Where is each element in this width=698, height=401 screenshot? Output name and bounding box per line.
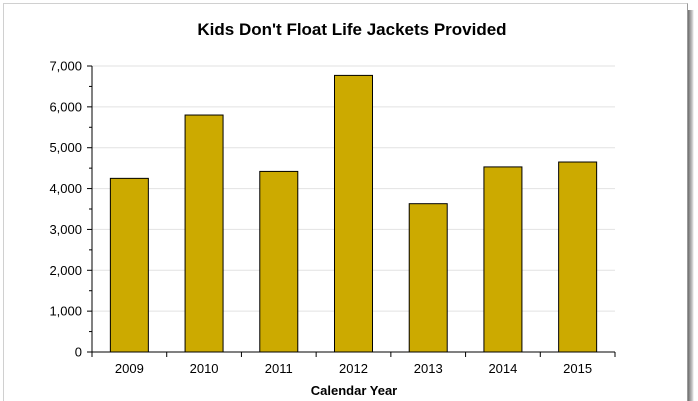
bar-2013: [408, 203, 448, 353]
chart-title: Kids Don't Float Life Jackets Provided: [197, 20, 506, 39]
x-axis-label: Calendar Year: [311, 383, 397, 398]
y-tick-label: 6,000: [49, 99, 82, 114]
y-tick-label: 7,000: [49, 59, 82, 74]
bar-2014: [483, 166, 523, 353]
y-tick-label: 4,000: [49, 181, 82, 196]
window-edge-shadow: [688, 10, 694, 401]
x-tick-label: 2010: [190, 361, 219, 376]
x-tick-label: 2015: [563, 361, 592, 376]
y-tick-label: 3,000: [49, 222, 82, 237]
x-tick-label: 2011: [265, 361, 293, 376]
bar-2009: [109, 177, 149, 353]
bar-2011: [259, 170, 299, 353]
bar-2010: [184, 114, 224, 353]
x-tick-label: 2013: [414, 361, 443, 376]
x-axis-ticks: 2009 2010 2011 2012 2013 2014 2015: [91, 352, 616, 376]
y-tick-label: 1,000: [49, 304, 82, 319]
bars: [109, 74, 598, 353]
x-tick-label: 2012: [339, 361, 368, 376]
y-tick-label: 5,000: [49, 140, 82, 155]
y-axis-ticks: 0 1,000 2,000 3,000 4,000 5,000 6,000 7,000: [49, 59, 92, 360]
y-tick-label: 2,000: [49, 263, 82, 278]
y-tick-label: 0: [75, 345, 82, 360]
bar-2015: [558, 161, 598, 353]
x-tick-label: 2009: [115, 361, 144, 376]
bar-2012: [334, 74, 373, 353]
x-tick-label: 2014: [488, 361, 517, 376]
